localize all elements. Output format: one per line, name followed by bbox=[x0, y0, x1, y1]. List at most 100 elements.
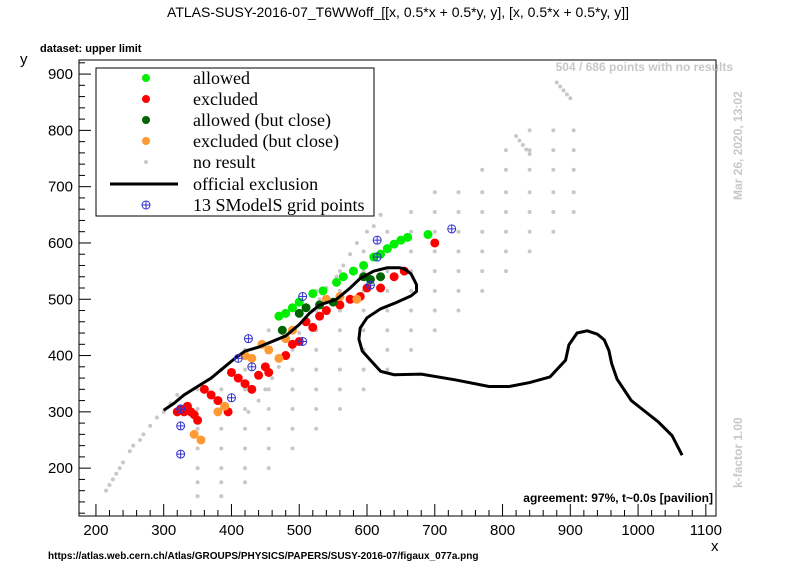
point-allowed-but-close- bbox=[277, 325, 287, 335]
point-no-result bbox=[127, 449, 132, 454]
point-no-result bbox=[558, 84, 563, 89]
point-no-result bbox=[503, 249, 508, 254]
point-no-result bbox=[503, 229, 508, 234]
points-note: 504 / 686 points with no results bbox=[556, 60, 734, 74]
point-no-result bbox=[409, 288, 414, 293]
point-allowed bbox=[382, 244, 392, 254]
smodels-grid-point bbox=[372, 252, 382, 262]
point-excluded bbox=[226, 367, 236, 377]
legend-marker-no-result bbox=[144, 160, 148, 164]
point-no-result bbox=[131, 443, 136, 448]
point-no-result bbox=[276, 364, 281, 369]
point-no-result bbox=[195, 494, 200, 499]
point-no-result bbox=[219, 387, 224, 392]
point-no-result bbox=[361, 387, 366, 392]
point-no-result bbox=[154, 415, 159, 420]
y-tick-label: 400 bbox=[48, 348, 73, 365]
point-no-result bbox=[571, 210, 576, 214]
point-no-result bbox=[503, 269, 508, 274]
point-no-result bbox=[365, 229, 370, 234]
point-no-result bbox=[432, 210, 437, 214]
point-no-result bbox=[409, 210, 414, 214]
smodels-grid-point bbox=[298, 291, 308, 301]
no-result-grid bbox=[104, 80, 576, 499]
point-no-result bbox=[337, 288, 342, 293]
smodels-grid-point bbox=[247, 362, 257, 372]
point-no-result bbox=[290, 407, 295, 412]
point-no-result bbox=[371, 224, 376, 229]
point-no-result bbox=[480, 167, 485, 172]
point-no-result bbox=[337, 347, 342, 352]
legend-marker-excluded bbox=[142, 95, 150, 103]
point-no-result bbox=[266, 407, 271, 412]
point-excluded-but-close- bbox=[220, 401, 230, 411]
point-no-result bbox=[409, 347, 414, 352]
point-no-result bbox=[266, 328, 271, 333]
point-excluded-but-close- bbox=[352, 294, 362, 304]
point-no-result bbox=[554, 80, 559, 85]
point-no-result bbox=[219, 426, 224, 431]
legend-excluded: excluded bbox=[193, 89, 258, 109]
point-excluded bbox=[199, 384, 209, 394]
legend-marker-grid bbox=[141, 200, 151, 210]
point-no-result bbox=[337, 367, 342, 372]
x-tick-label: 1000 bbox=[621, 522, 654, 539]
point-no-result bbox=[456, 229, 461, 234]
point-no-result bbox=[432, 249, 437, 254]
x-tick-label: 400 bbox=[219, 522, 244, 539]
point-no-result bbox=[527, 190, 532, 195]
point-no-result bbox=[571, 190, 576, 195]
point-excluded bbox=[376, 283, 386, 293]
point-no-result bbox=[385, 269, 390, 274]
point-no-result bbox=[551, 229, 556, 234]
point-no-result bbox=[314, 387, 319, 392]
point-no-result bbox=[263, 387, 268, 392]
chart-title: ATLAS-SUSY-2016-07_T6WWoff_[[x, 0.5*x + … bbox=[167, 4, 629, 20]
legend-allowed-close: allowed (but close) bbox=[193, 110, 331, 131]
point-excluded bbox=[281, 351, 291, 361]
point-no-result bbox=[337, 387, 342, 392]
point-excluded-but-close- bbox=[264, 345, 274, 355]
x-tick-label: 200 bbox=[83, 522, 108, 539]
point-allowed bbox=[359, 260, 369, 270]
point-no-result bbox=[551, 210, 556, 214]
smodels-grid-point bbox=[176, 404, 186, 414]
point-no-result bbox=[456, 269, 461, 274]
point-no-result bbox=[270, 376, 275, 381]
point-no-result bbox=[527, 128, 532, 133]
point-no-result bbox=[527, 229, 532, 234]
point-no-result bbox=[314, 347, 319, 352]
point-no-result bbox=[290, 367, 295, 372]
point-excluded bbox=[430, 238, 440, 248]
point-excluded bbox=[247, 384, 257, 394]
smodels-grid-point bbox=[447, 224, 457, 234]
point-excluded bbox=[240, 379, 250, 389]
point-excluded bbox=[321, 306, 331, 316]
point-excluded bbox=[254, 370, 264, 380]
point-no-result bbox=[432, 269, 437, 274]
point-no-result bbox=[480, 288, 485, 293]
point-excluded-but-close- bbox=[213, 407, 223, 417]
point-no-result bbox=[571, 148, 576, 153]
point-no-result bbox=[551, 167, 556, 172]
point-no-result bbox=[243, 387, 248, 392]
point-no-result bbox=[243, 426, 248, 431]
point-no-result bbox=[456, 190, 461, 195]
y-tick-label: 500 bbox=[48, 291, 73, 308]
point-excluded bbox=[233, 373, 243, 383]
point-no-result bbox=[361, 308, 366, 313]
point-no-result bbox=[551, 148, 556, 153]
point-no-result bbox=[520, 143, 525, 148]
point-no-result bbox=[503, 167, 508, 172]
point-no-result bbox=[571, 128, 576, 133]
point-no-result bbox=[361, 328, 366, 333]
point-no-result bbox=[551, 190, 556, 195]
point-no-result bbox=[564, 92, 569, 97]
point-allowed bbox=[389, 239, 399, 249]
point-excluded-but-close- bbox=[189, 429, 199, 439]
point-no-result bbox=[246, 409, 251, 414]
legend: allowed excluded allowed (but close) exc… bbox=[95, 67, 375, 217]
point-no-result bbox=[195, 426, 200, 431]
point-no-result bbox=[141, 432, 146, 437]
